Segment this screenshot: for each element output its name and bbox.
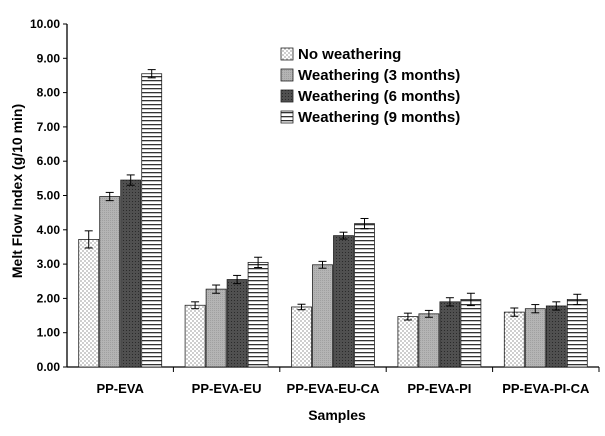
error-bar (105, 191, 114, 202)
y-tick-label: 9.00 (37, 51, 61, 65)
y-tick-label: 8.00 (37, 86, 61, 100)
error-bar (403, 312, 412, 321)
y-tick-label: 3.00 (37, 257, 61, 271)
error-bar (84, 230, 93, 249)
error-bar (360, 217, 369, 230)
error-bar (531, 304, 540, 314)
error-bar (147, 69, 156, 79)
y-tick-label: 0.00 (37, 360, 61, 374)
y-tick-label: 7.00 (37, 120, 61, 134)
bar (566, 299, 588, 368)
y-tick-label: 2.00 (37, 291, 61, 305)
bar (226, 279, 248, 368)
y-tick-label: 4.00 (37, 223, 61, 237)
y-tick-label: 1.00 (37, 326, 61, 340)
x-tick-label: PP-EVA-PI-CA (502, 381, 590, 396)
error-bar (191, 301, 200, 310)
x-tick-label: PP-EVA-EU-CA (287, 381, 381, 396)
bar (312, 264, 333, 368)
y-tick-label: 6.00 (37, 154, 61, 168)
error-bar (573, 293, 582, 306)
error-bar (318, 260, 327, 269)
error-bar (212, 284, 221, 294)
bar (354, 223, 375, 368)
error-bar (466, 292, 475, 307)
bar (184, 304, 206, 368)
legend-label: Weathering (3 months) (298, 67, 460, 84)
bars (78, 73, 588, 368)
x-axis-title: Samples (308, 407, 366, 423)
legend-swatch (280, 110, 294, 124)
legend-label: No weathering (298, 46, 401, 63)
bar (418, 313, 440, 368)
x-tick-label: PP-EVA-PI (407, 381, 471, 396)
bar (545, 305, 567, 368)
bar (460, 299, 482, 368)
error-bar (297, 303, 306, 311)
bar (141, 73, 163, 368)
error-bar (254, 256, 263, 269)
legend-swatch (280, 68, 294, 82)
error-bar (233, 274, 242, 285)
legend-label: Weathering (9 months) (298, 109, 460, 126)
bar (120, 179, 142, 368)
legend: No weathering Weathering (3 months) Weathe… (280, 46, 460, 126)
bar (291, 306, 312, 368)
bar (524, 308, 546, 368)
legend-swatch (280, 47, 294, 61)
bar (247, 261, 269, 368)
error-bar (510, 307, 519, 317)
error-bar (424, 309, 433, 318)
bar (503, 311, 525, 368)
y-tick-label: 5.00 (37, 189, 61, 203)
tick-labels: 0.00 1.00 2.00 3.00 4.00 5.00 6.00 7.00 8.00 9.00… (30, 17, 590, 396)
bar (78, 239, 100, 368)
error-bars (84, 69, 582, 321)
x-tick-label: PP-EVA (96, 381, 144, 396)
legend-swatch (280, 89, 294, 103)
error-bar (552, 301, 561, 311)
y-axis-title: Melt Flow Index (g/10 min) (9, 104, 25, 278)
error-bar (445, 297, 454, 307)
bar (397, 316, 419, 368)
bar (333, 235, 354, 368)
bar (205, 288, 227, 368)
error-bar (126, 174, 135, 186)
legend-label: Weathering (6 months) (298, 88, 460, 105)
error-bar (339, 231, 348, 240)
bar (99, 196, 121, 368)
bar (439, 301, 461, 368)
y-tick-label: 10.00 (30, 17, 60, 31)
x-tick-label: PP-EVA-EU (192, 381, 262, 396)
